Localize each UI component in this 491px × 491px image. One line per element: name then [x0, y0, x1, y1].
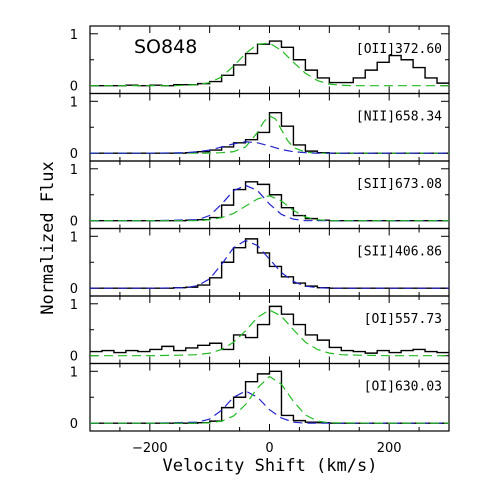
series-fit-blue [90, 239, 449, 289]
line-label: [SII]673.08 [356, 177, 442, 192]
y-tick-label: 1 [70, 365, 78, 380]
y-tick-label: 0 [70, 80, 78, 95]
series-histogram [90, 305, 449, 354]
series-fit-green [90, 42, 449, 87]
line-label: [NII]658.34 [356, 110, 442, 125]
y-tick-label: 1 [70, 163, 78, 178]
line-label: [OI]630.03 [364, 380, 442, 395]
y-tick-label: 1 [70, 28, 78, 43]
y-tick-label: 0 [70, 215, 78, 230]
line-label: [OII]372.60 [356, 42, 442, 57]
y-tick-label: 1 [70, 230, 78, 245]
object-label: SO848 [134, 36, 197, 58]
y-axis-title: Normalized Flux [38, 161, 58, 315]
y-tick-label: 1 [70, 95, 78, 110]
panel-3: 0 1 [SII]673.08 [70, 160, 450, 230]
panel-5: 0 1 [OI]557.73 [70, 295, 450, 365]
series-histogram [90, 238, 449, 289]
y-tick-label: 0 [70, 147, 78, 162]
panel-6: 0 1 [OI]630.03 [70, 362, 450, 432]
y-tick-label: 0 [70, 282, 78, 297]
series-fit-green [90, 309, 449, 357]
line-label: [OI]557.73 [364, 312, 442, 327]
y-tick-label: 0 [70, 417, 78, 432]
series-fit-blue [90, 141, 449, 154]
x-axis-title: Velocity Shift (km/s) [162, 456, 378, 476]
x-tick-label: −200 [132, 441, 168, 456]
y-tick-label: 1 [70, 298, 78, 313]
x-tick-label: 200 [377, 441, 402, 456]
series-fit-blue [90, 390, 449, 424]
panel-2: 0 1 [NII]658.34 [70, 92, 450, 162]
panel-4: 0 1 [SII]406.86 [70, 227, 450, 297]
line-label: [SII]406.86 [356, 245, 442, 260]
series-fit-green [90, 115, 449, 154]
x-tick-label: 0 [265, 441, 273, 456]
panel-1: 0 1 [OII]372.60 SO848 [70, 25, 450, 95]
series-fit-green [90, 375, 449, 424]
series-fit-green [90, 195, 449, 222]
y-tick-label: 0 [70, 350, 78, 365]
